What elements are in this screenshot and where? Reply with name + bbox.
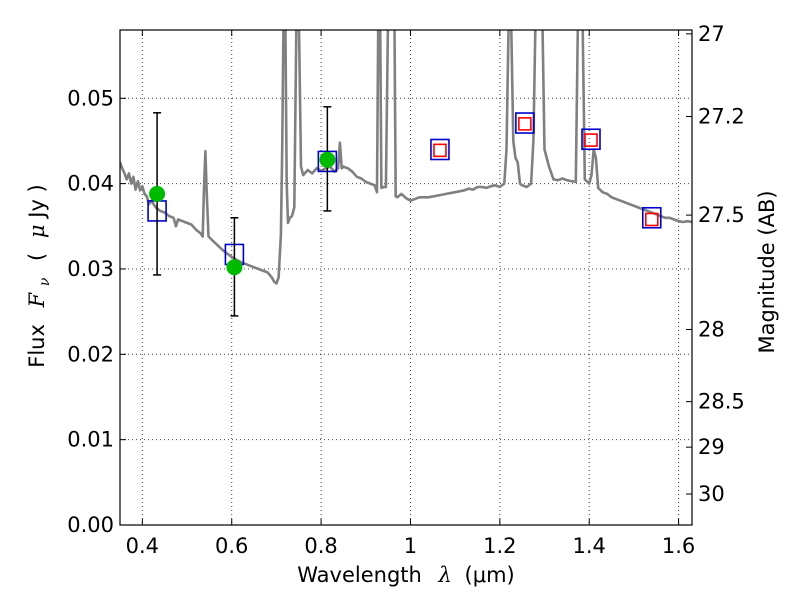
y-tick-label: 0.04 xyxy=(67,172,114,196)
y2-tick-label: 27 xyxy=(698,22,725,46)
y-tick-label: 0.01 xyxy=(67,428,114,452)
y2-tick-label: 27.2 xyxy=(698,104,745,128)
y-tick-label: 0.02 xyxy=(67,342,114,366)
y-axis-label-mu: μ xyxy=(25,224,49,238)
y-tick-label: 0.00 xyxy=(67,513,114,537)
y-axis-label-subscript: ν xyxy=(37,277,53,286)
x-tick-label: 1.2 xyxy=(483,534,516,558)
spectrum-line xyxy=(120,30,692,285)
y2-tick-label: 27.5 xyxy=(698,203,745,227)
y-tick-label: 0.05 xyxy=(67,86,114,110)
model-photometry-marker xyxy=(581,128,601,151)
x-tick-label: 1.4 xyxy=(573,534,606,558)
y2-tick-label: 30 xyxy=(698,482,725,506)
y-axis-label-paren-open: ( xyxy=(25,253,49,261)
model-photometry-marker xyxy=(515,112,535,134)
y-axis-label: Flux F ν ( μ Jy ) xyxy=(25,184,54,368)
x-axis-label-symbol: λ xyxy=(438,563,452,587)
x-axis-label-unit: (μm) xyxy=(465,563,515,587)
observed-photometry-point xyxy=(149,185,166,202)
y-axis-label-text: Flux xyxy=(25,324,49,368)
x-tick-label: 0.6 xyxy=(215,534,248,558)
x-axis-label: Wavelength λ (μm) xyxy=(297,563,514,587)
marker-layer xyxy=(147,106,662,317)
x-axis-label-text: Wavelength xyxy=(297,563,422,587)
y-axis-label-symbol: F xyxy=(25,291,49,308)
y2-axis-label: Magnitude (AB) xyxy=(755,190,779,353)
upper-limit-marker xyxy=(644,212,659,227)
model-photometry-marker xyxy=(641,206,662,229)
x-tick-label: 0.4 xyxy=(126,534,159,558)
grid xyxy=(120,30,692,526)
x-tick-label: 0.8 xyxy=(304,534,337,558)
y2-tick-label: 28.5 xyxy=(698,390,745,414)
upper-limit-marker xyxy=(584,133,598,147)
y2-tick-label: 28 xyxy=(698,317,725,341)
axes: 0.4 0.6 0.8 1 1.2 1.4 1.6 0.00 0.01 0.02 0.03 0.04 0… xyxy=(67,22,745,558)
y-tick-label: 0.03 xyxy=(67,257,114,281)
y-axis-label-unit: Jy ) xyxy=(25,184,49,220)
x-tick-label: 1.6 xyxy=(662,534,695,558)
model-photometry-marker xyxy=(430,138,450,161)
observed-photometry-point xyxy=(226,259,243,276)
observed-photometry-point xyxy=(319,151,336,168)
plot-frame xyxy=(119,29,693,526)
x-tick-label: 1 xyxy=(404,534,417,558)
upper-limit-marker xyxy=(518,117,532,131)
upper-limit-marker xyxy=(433,143,447,158)
y2-tick-label: 29 xyxy=(698,435,725,459)
spectrum-layer xyxy=(120,30,692,285)
